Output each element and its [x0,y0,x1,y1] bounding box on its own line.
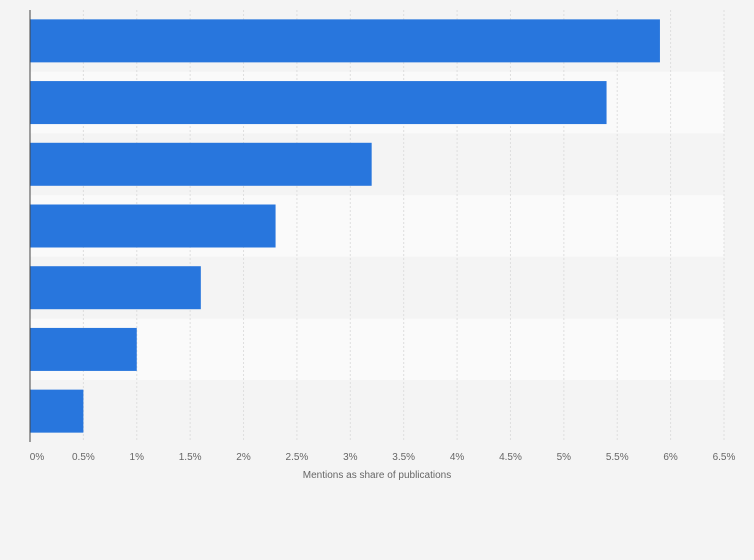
x-tick-label: 5.5% [606,452,629,463]
x-axis-ticks: 0% 0.5% 1% 1.5% 2% 2.5% 3% 3.5% 4% 4.5% 5% 5.5% 6% 6.… [30,452,736,463]
x-tick-label: 6% [663,452,678,463]
x-tick-label: 4.5% [499,452,522,463]
bar[interactable] [30,389,84,433]
x-tick-label: 0.5% [72,452,95,463]
x-tick-label: 3.5% [392,452,415,463]
x-tick-label: 6.5% [713,452,736,463]
x-tick-label: 1% [130,452,145,463]
x-tick-label: 5% [557,452,572,463]
bar[interactable] [30,204,276,248]
row-band [30,318,724,381]
bar[interactable] [30,142,372,186]
bars [30,19,660,433]
x-tick-label: 3% [343,452,358,463]
x-tick-label: 2% [236,452,251,463]
bar[interactable] [30,81,607,125]
x-axis-title: Mentions as share of publications [303,470,451,481]
bar[interactable] [30,19,660,63]
bar[interactable] [30,266,201,310]
x-tick-label: 4% [450,452,465,463]
x-tick-label: 1.5% [179,452,202,463]
x-tick-label: 0% [30,452,45,463]
row-band [30,380,724,442]
bar[interactable] [30,327,137,371]
x-tick-label: 2.5% [286,452,309,463]
